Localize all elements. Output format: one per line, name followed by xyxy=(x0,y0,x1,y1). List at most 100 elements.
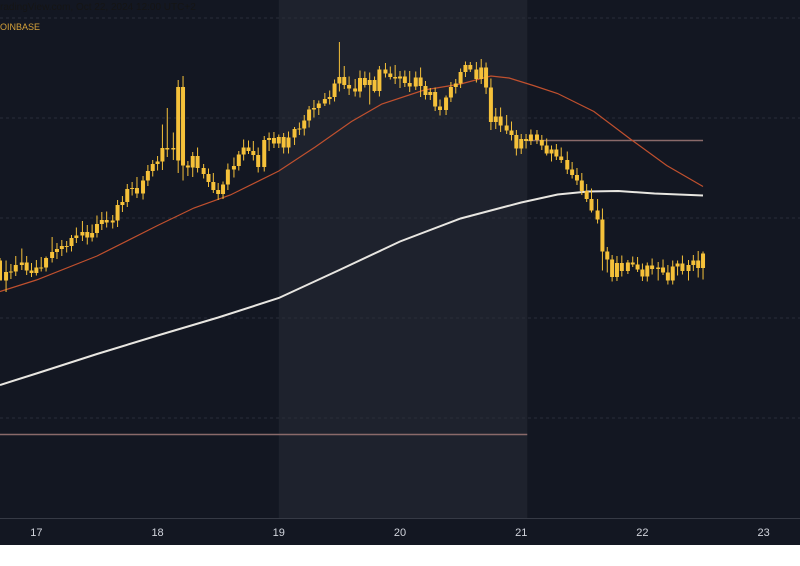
candle-body xyxy=(413,77,418,87)
candle-body xyxy=(686,265,691,271)
candle xyxy=(453,79,458,94)
candle-body xyxy=(625,262,630,271)
candle xyxy=(307,106,312,128)
candle-body xyxy=(24,262,29,271)
candle-body xyxy=(171,148,176,150)
candle-body xyxy=(85,232,90,238)
candle xyxy=(479,59,484,84)
candle xyxy=(337,42,342,92)
candle-body xyxy=(474,69,479,79)
candle xyxy=(534,130,539,144)
candle-body xyxy=(286,137,291,148)
candle-body xyxy=(302,120,307,129)
candle-body xyxy=(251,151,256,155)
candle-body xyxy=(630,262,635,265)
candle-body xyxy=(322,99,327,104)
candle xyxy=(509,121,514,141)
candle xyxy=(474,62,479,83)
candle-body xyxy=(185,165,190,168)
candle-body xyxy=(524,139,529,141)
candle-body xyxy=(69,238,74,246)
candle-body xyxy=(4,272,9,281)
candle xyxy=(316,100,321,115)
candle-body xyxy=(206,174,211,182)
candle-body xyxy=(549,149,554,154)
candle xyxy=(402,70,407,87)
candle xyxy=(514,130,519,156)
candle xyxy=(262,136,267,172)
candle-body xyxy=(221,184,226,194)
candle-body xyxy=(661,267,666,273)
candle xyxy=(171,132,176,160)
candle xyxy=(80,221,85,241)
candle-body xyxy=(367,80,372,85)
x-tick-label: 23 xyxy=(758,527,770,539)
candle xyxy=(297,122,302,135)
candle-body xyxy=(44,258,49,268)
candle-body xyxy=(393,77,398,79)
candle-body xyxy=(231,166,236,170)
candle xyxy=(680,255,685,275)
candle xyxy=(216,183,221,200)
candle xyxy=(528,129,533,145)
candle xyxy=(468,62,473,72)
candle xyxy=(176,80,181,173)
candle xyxy=(155,156,160,171)
candle xyxy=(332,79,337,102)
candle-body xyxy=(665,272,670,281)
candle-body xyxy=(554,149,559,157)
candle xyxy=(271,132,276,148)
candle xyxy=(484,62,489,94)
candle xyxy=(4,260,9,292)
candle xyxy=(362,71,367,88)
candle-body xyxy=(201,168,206,174)
candle xyxy=(383,63,388,78)
candle-body xyxy=(181,87,186,166)
candle xyxy=(292,127,297,145)
candle xyxy=(8,264,13,279)
candle-body xyxy=(383,69,388,74)
candle xyxy=(185,161,190,176)
candle-body xyxy=(281,137,286,148)
candle xyxy=(675,260,680,276)
candle xyxy=(110,215,115,229)
candle xyxy=(130,182,135,196)
candle xyxy=(388,66,393,80)
candle xyxy=(372,76,377,93)
candle xyxy=(539,135,544,150)
candle-body xyxy=(150,164,155,171)
watermark-text: radingView.com, Oct 22, 2024 12:00 UTC+2 xyxy=(0,2,196,13)
candle xyxy=(488,78,493,130)
candle-body xyxy=(696,260,701,268)
candle xyxy=(463,61,468,77)
candle-body xyxy=(574,175,579,181)
ma-slow-line xyxy=(0,189,704,386)
candle xyxy=(342,66,347,89)
candle xyxy=(246,140,251,154)
candle-body xyxy=(595,210,600,220)
candle xyxy=(347,76,352,95)
candle xyxy=(691,255,696,271)
candle-body xyxy=(484,67,489,88)
candle-body xyxy=(372,80,377,91)
candle-body xyxy=(691,260,696,265)
candle xyxy=(225,163,230,190)
candle xyxy=(524,134,529,149)
candle xyxy=(322,93,327,106)
candle xyxy=(201,164,206,179)
candle-body xyxy=(514,135,519,149)
candle xyxy=(625,260,630,274)
candle-body xyxy=(115,205,120,221)
candle xyxy=(34,260,39,276)
candle xyxy=(236,151,241,171)
candle xyxy=(44,256,49,272)
candle xyxy=(579,173,584,195)
candle xyxy=(493,108,498,129)
candle xyxy=(701,251,706,280)
candle-body xyxy=(276,137,281,144)
candle-body xyxy=(433,92,438,107)
candle-body xyxy=(134,188,139,194)
candle xyxy=(418,67,423,97)
candle-body xyxy=(589,199,594,211)
x-tick-label: 22 xyxy=(636,527,648,539)
